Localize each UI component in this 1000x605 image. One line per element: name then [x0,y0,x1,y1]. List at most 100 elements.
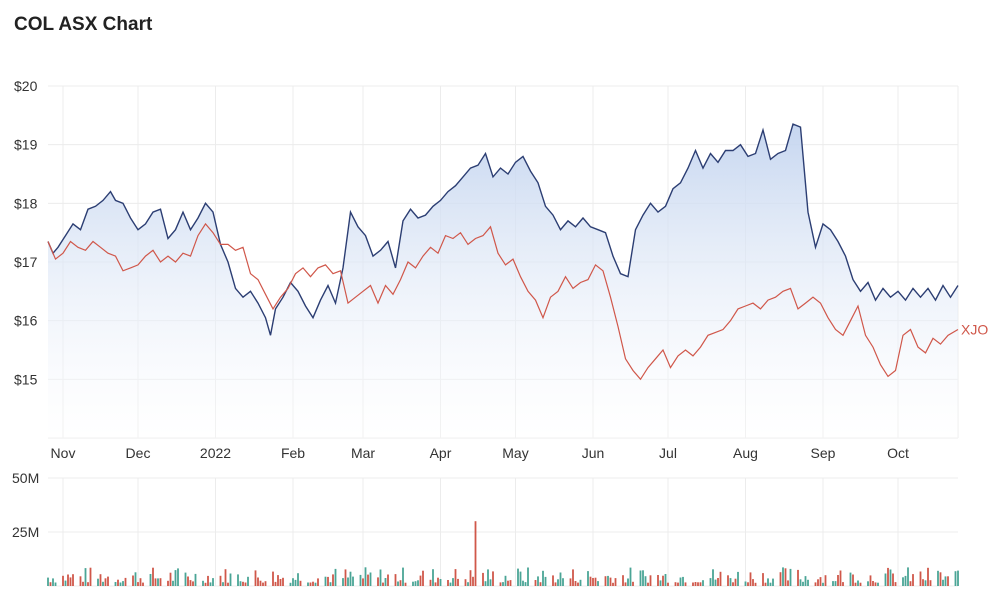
volume-bar [552,575,554,586]
x-tick-label: Mar [351,445,375,461]
volume-bar [694,582,697,586]
volume-bar [797,569,799,586]
volume-bar [927,567,929,586]
volume-bar [272,571,274,586]
volume-bar [402,567,404,586]
x-tick-label: Dec [126,445,151,461]
volume-bar [259,580,262,586]
volume-bar [404,582,407,586]
volume-bar [412,581,414,586]
volume-bar [919,571,922,586]
volume-bar [167,580,169,586]
volume-bar [124,577,127,586]
volume-bar [329,582,332,586]
volume-bar [887,567,889,586]
volume-bar [387,574,389,586]
volume-bar [194,573,197,586]
volume-bar [289,582,292,586]
volume-bar [944,576,947,586]
volume-bar [489,579,492,586]
volume-bar [849,572,852,586]
volume-bar [347,577,349,586]
volume-bar [642,570,644,586]
volume-bar [597,581,599,586]
price-area-fill [48,124,958,438]
volume-bar [842,582,844,586]
volume-bar [314,582,317,586]
volume-bar [904,575,907,586]
volume-bar [622,575,624,586]
volume-bar [237,574,239,586]
volume-bar [737,571,739,586]
volume-bar [579,579,582,586]
volume-bar [957,570,959,586]
volume-bar [172,580,174,586]
volume-bar [799,579,802,586]
volume-bar [309,582,312,586]
volume-bar [894,582,897,586]
volume-bar [62,575,64,586]
volume-bar [292,578,294,586]
volume-bar [202,580,204,586]
volume-bar [69,577,72,586]
volume-bar [752,579,754,586]
volume-bar [122,581,124,586]
volume-bar [772,578,774,586]
volume-bar [507,580,509,586]
volume-bar [377,577,379,586]
volume-bar [884,573,887,586]
volume-bar [824,575,827,586]
volume-bar [947,576,949,586]
volume-bar [282,577,284,586]
volume-bar [857,580,859,586]
volume-bar [114,582,117,586]
volume-bar [254,570,257,586]
volume-bar [782,567,784,586]
volume-bar [184,572,187,586]
volume-bar [449,582,452,586]
volume-bar [779,572,782,586]
volume-bar [692,582,694,586]
volume-bar [452,578,454,586]
volume-bar [482,572,484,586]
volume-bar [554,582,557,586]
volume-bar [82,581,84,586]
volume-bar [544,576,547,586]
volume-bar [639,570,642,586]
volume-bar [244,582,247,586]
volume-bar [784,568,787,586]
volume-bar [852,574,854,586]
volume-bar [837,575,839,586]
volume-bar [542,570,544,586]
volume-bar [519,571,522,586]
volume-bar [49,582,52,586]
price-line [47,123,959,336]
volume-bar [892,573,894,586]
volume-bar [604,576,607,586]
volume-bar [632,581,634,586]
volume-bar [734,578,737,586]
volume-bar [572,569,574,586]
volume-bar [447,580,449,586]
volume-bar [872,581,874,586]
volume-bar [677,582,679,586]
volume-bar [297,573,299,586]
x-tick-label: Aug [733,445,758,461]
x-tick-label: Jul [659,445,677,461]
volume-bar [524,582,527,586]
volume-bar [429,579,432,586]
volume-bar [867,581,869,586]
volume-bar [117,579,119,586]
volume-bar [674,582,677,586]
volume-bar [307,582,309,586]
volume-bar [384,578,387,586]
y-tick-label: $19 [14,137,38,153]
volume-bar [492,571,494,586]
volume-bar [587,571,589,586]
volume-bar [437,577,439,586]
page-title: COL ASX Chart [14,14,153,35]
volume-bar [922,579,924,586]
x-tick-label: 2022 [200,445,231,461]
volume-bar [557,579,559,586]
volume-bar [349,571,352,586]
